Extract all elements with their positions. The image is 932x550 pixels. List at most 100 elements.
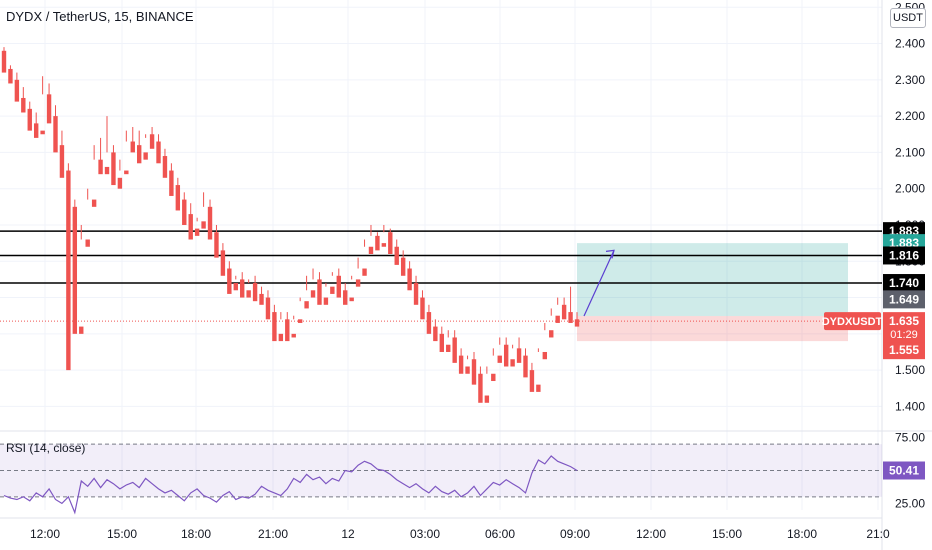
time-tick-label: 12:00: [636, 527, 666, 541]
current-price-tag[interactable]: [883, 312, 925, 343]
stop-zone[interactable]: [577, 316, 848, 342]
price-level-tag[interactable]: [883, 341, 925, 360]
candle-body: [568, 312, 573, 323]
price-level-tag-label: 1.816: [889, 248, 919, 262]
candle-body: [304, 301, 309, 309]
price-level-tag-label: 1.740: [889, 276, 919, 290]
candle-body: [471, 359, 477, 385]
candle-body: [542, 351, 548, 360]
price-level-tag[interactable]: [883, 290, 925, 309]
price-tick-label: 2.200: [895, 109, 925, 123]
candle-body: [561, 304, 567, 320]
candle-body: [124, 170, 129, 175]
candle-body: [503, 344, 509, 367]
candle-body: [343, 290, 348, 305]
symbol-tag[interactable]: [824, 312, 881, 331]
candle-body: [72, 206, 78, 334]
trend-arrow-line[interactable]: [583, 250, 615, 317]
rsi-value-tag[interactable]: [883, 461, 925, 480]
candle-body: [111, 152, 116, 186]
candle-body: [46, 94, 52, 124]
candle-body: [491, 373, 496, 382]
time-tick-label: 15:00: [712, 527, 742, 541]
candle-body: [91, 199, 97, 207]
time-tick-label: 09:00: [560, 527, 590, 541]
candle-body: [272, 312, 277, 342]
candle-body: [523, 355, 528, 378]
candle-body: [66, 170, 71, 371]
candle-body: [259, 293, 264, 305]
candle-body: [207, 206, 213, 240]
price-tick-label: 2.300: [895, 73, 925, 87]
candle-body: [478, 373, 483, 403]
candle-body: [59, 145, 65, 178]
bar-countdown-label: 01:29: [890, 329, 918, 341]
candle-body: [182, 199, 187, 225]
candle-body: [85, 239, 90, 247]
trend-arrow-head: [605, 249, 615, 259]
time-tick-label: 18:00: [787, 527, 817, 541]
candle-body: [349, 297, 354, 302]
candle-body: [388, 232, 393, 255]
current-price-label: 1.635: [889, 314, 919, 328]
candle-body: [188, 214, 193, 240]
candle-body: [1, 50, 7, 73]
price-level-tag-label: 1.649: [889, 292, 919, 306]
candle-body: [8, 68, 13, 84]
candle-body: [529, 370, 535, 392]
candle-body: [79, 326, 84, 334]
candle-body: [201, 221, 206, 229]
candle-body: [375, 235, 380, 251]
candle-body: [285, 319, 290, 342]
candle-body: [297, 319, 303, 323]
currency-selector[interactable]: USDT: [890, 8, 926, 28]
time-tick-label: 18:00: [181, 527, 211, 541]
candle-body: [381, 243, 387, 247]
candle-body: [33, 123, 39, 138]
candle-body: [439, 333, 444, 352]
price-level-tag[interactable]: [883, 274, 925, 293]
candle-body: [362, 268, 367, 276]
time-tick-label: 21:00: [258, 527, 288, 541]
rsi-line: [3, 455, 578, 515]
candle-body: [14, 79, 20, 102]
candle-body: [458, 355, 464, 374]
candle-body: [323, 297, 329, 305]
price-tick-label: 2.400: [895, 37, 925, 51]
target-zone[interactable]: [577, 243, 848, 317]
candle-body: [516, 348, 522, 363]
candle-body: [220, 250, 226, 276]
price-level-tag[interactable]: [883, 246, 925, 265]
candle-body: [194, 228, 200, 236]
candle-body: [53, 116, 58, 153]
candle-body: [317, 279, 322, 305]
candle-body: [175, 185, 181, 211]
candle-body: [162, 156, 168, 178]
candle-body: [130, 141, 135, 153]
price-tick-label: 2.100: [895, 145, 925, 159]
candle-body: [484, 395, 490, 403]
time-tick-label: 06:00: [485, 527, 515, 541]
time-tick-label: 12: [341, 527, 355, 541]
candle-body: [497, 355, 502, 363]
candle-body: [574, 319, 580, 327]
candle-body: [555, 315, 560, 323]
candle-body: [291, 333, 296, 338]
candle-body: [156, 141, 161, 164]
candle-body: [413, 283, 419, 305]
time-tick-label: 15:00: [107, 527, 137, 541]
rsi-tick-label: 75.00: [895, 431, 925, 445]
candle-body: [420, 297, 425, 320]
candle-body: [233, 283, 238, 291]
time-tick-label: 21:0: [866, 527, 890, 541]
candle-body: [368, 246, 374, 255]
chart-title: DYDX / TetherUS, 15, BINANCE: [6, 9, 194, 24]
candle-body: [21, 97, 26, 113]
candle-body: [227, 268, 232, 294]
candle-body: [355, 279, 361, 287]
time-tick-label: 12:00: [30, 527, 60, 541]
rsi-value-label: 50.41: [889, 464, 919, 478]
candle-body: [240, 279, 245, 298]
candle-body: [278, 333, 284, 342]
